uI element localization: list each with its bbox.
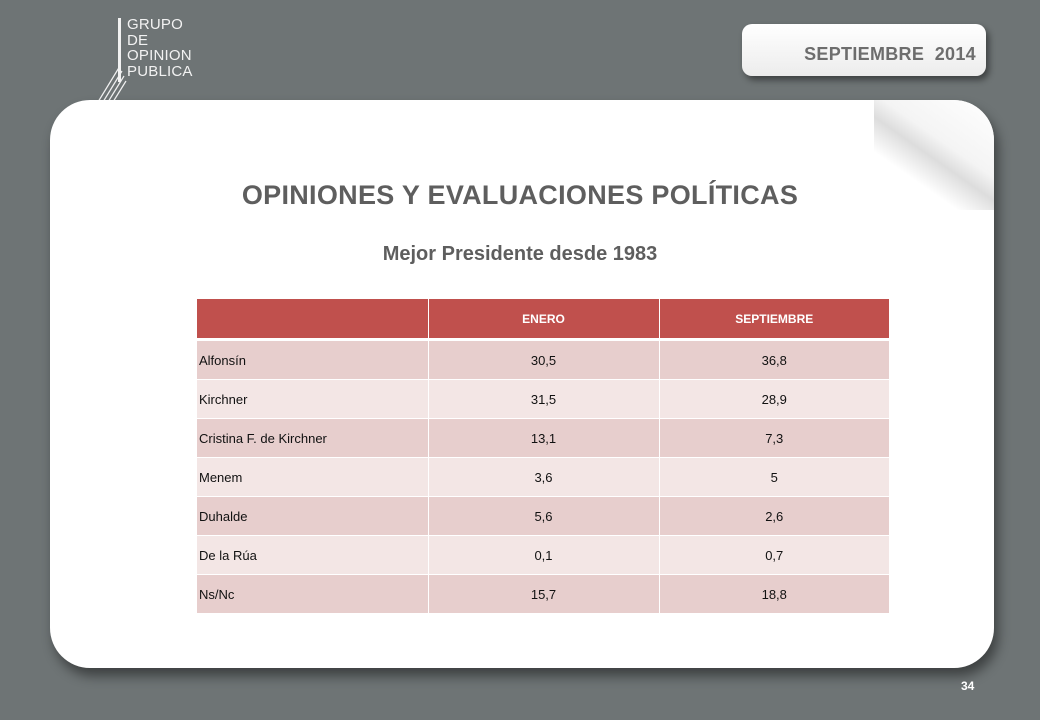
logo-slash-mark [97,65,127,103]
cell-enero: 15,7 [427,574,659,613]
table-row: Menem 3,6 5 [197,457,889,497]
table-row: Ns/Nc 15,7 18,8 [197,574,889,613]
logo-bar [118,18,121,82]
cell-septiembre: 0,7 [658,535,889,575]
table-header-row: ENERO SEPTIEMBRE [197,299,889,341]
slide-title: OPINIONES Y EVALUACIONES POLÍTICAS [241,180,799,210]
column-header-enero: ENERO [427,299,659,341]
cell-septiembre: 2,6 [658,496,889,536]
logo-text: GRUPO DE OPINION PUBLICA [127,17,193,79]
row-label: Kirchner [197,379,428,419]
column-header-name [197,299,428,341]
cell-septiembre: 18,8 [658,574,889,613]
row-label: De la Rúa [197,535,428,575]
page-curl [874,100,994,210]
row-label: Duhalde [197,496,428,536]
row-label: Cristina F. de Kirchner [197,418,428,458]
row-label: Ns/Nc [197,574,428,613]
cell-enero: 0,1 [427,535,659,575]
logo-line: DE [127,31,149,49]
table-row: Kirchner 31,5 28,9 [197,379,889,419]
results-table: ENERO SEPTIEMBRE Alfonsín 30,5 36,8 Kirc… [197,299,889,613]
row-label: Menem [197,457,428,497]
cell-enero: 5,6 [427,496,659,536]
cell-septiembre: 36,8 [658,339,889,380]
logo-line: GRUPO [127,16,184,33]
cell-septiembre: 5 [658,457,889,497]
cell-septiembre: 28,9 [658,379,889,419]
logo-line: OPINION [127,47,192,64]
row-label: Alfonsín [197,339,428,380]
cell-enero: 3,6 [427,457,659,497]
date-tab: SEPTIEMBRE 2014 [742,24,986,76]
cell-enero: 30,5 [427,339,659,380]
table-row: De la Rúa 0,1 0,7 [197,535,889,575]
slide-subtitle: Mejor Presidente desde 1983 [382,243,658,265]
cell-enero: 31,5 [427,379,659,419]
column-header-septiembre: SEPTIEMBRE [658,299,889,341]
date-label: SEPTIEMBRE 2014 [804,44,976,64]
logo-line: PUBLICA [127,62,193,80]
table-row: Cristina F. de Kirchner 13,1 7,3 [197,418,889,458]
page-number: 34 [961,679,975,693]
cell-septiembre: 7,3 [658,418,889,458]
logo: GRUPO DE OPINION PUBLICA [96,12,216,103]
cell-enero: 13,1 [427,418,659,458]
table-row: Duhalde 5,6 2,6 [197,496,889,536]
table-row: Alfonsín 30,5 36,8 [197,339,889,380]
